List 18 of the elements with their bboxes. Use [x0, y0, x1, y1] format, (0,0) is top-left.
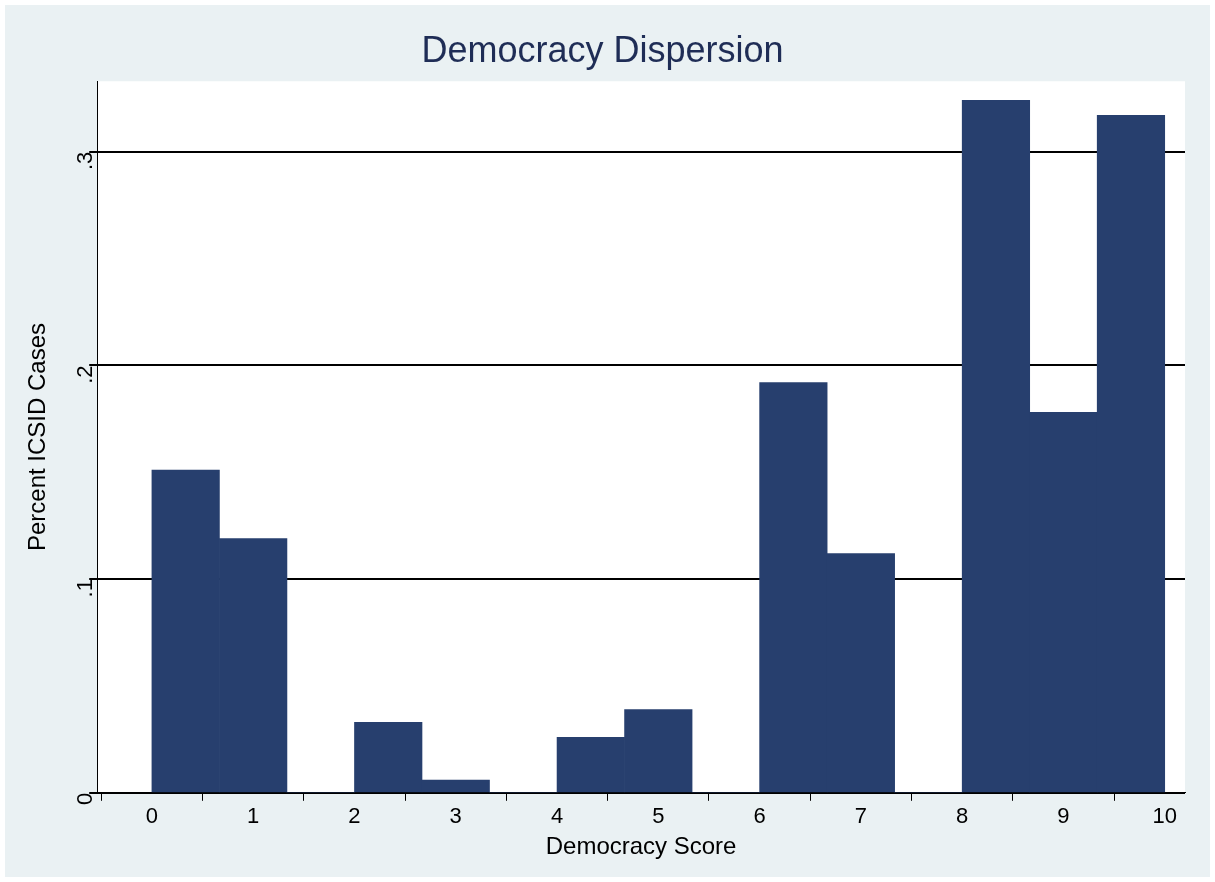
x-tick-label: 6 [753, 803, 766, 829]
y-tick-label: .1 [72, 579, 98, 598]
x-axis-title: Democracy Score [545, 832, 737, 860]
x-tick-label: 0 [145, 803, 159, 829]
x-tick-label: 5 [652, 803, 665, 829]
x-tick-label: 10 [1152, 803, 1177, 829]
x-tick-label: 3 [449, 803, 462, 829]
x-tick-label: 8 [956, 803, 969, 829]
y-axis-title: Percent ICSID Cases [23, 322, 51, 552]
x-tick-label: 9 [1057, 803, 1070, 829]
x-tick-label: 7 [854, 803, 868, 829]
x-tick-label: 2 [348, 803, 361, 829]
x-tick-label: 4 [550, 803, 564, 829]
x-tick-label: 1 [247, 803, 260, 829]
y-tick-label: 0 [72, 792, 98, 806]
y-tick-label: .3 [72, 151, 98, 171]
chart-title: Democracy Dispersion [421, 28, 784, 70]
y-tick-label: .2 [72, 365, 98, 384]
